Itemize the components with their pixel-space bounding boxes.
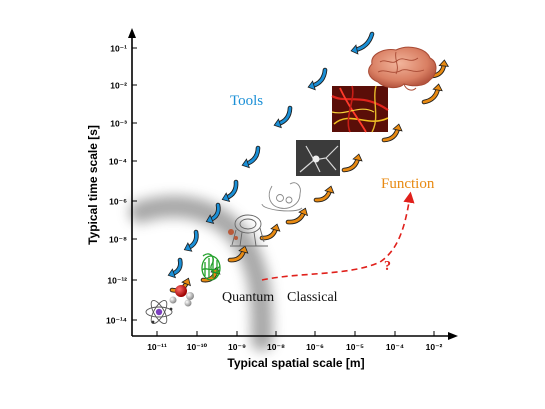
y-tick-label: 10⁻¹² — [107, 276, 127, 286]
x-axis-ticks: 10⁻¹¹ 10⁻¹⁰ 10⁻⁹ 10⁻⁸ 10⁻⁶ 10⁻⁵ 10⁻⁴ 10⁻² — [147, 331, 443, 352]
function-arrows — [169, 59, 450, 293]
function-arrow-icon — [381, 123, 403, 143]
y-axis-label: Typical time scale [s] — [86, 125, 100, 245]
y-tick-label: 10⁻¹⁴ — [106, 316, 127, 326]
y-tick-label: 10⁻⁶ — [109, 197, 127, 207]
quantum-classical-boundary — [129, 195, 273, 351]
tools-arrow-icon — [167, 257, 183, 279]
function-arrow-icon — [285, 207, 309, 225]
y-tick-label: 10⁻⁸ — [109, 235, 127, 245]
x-tick-label: 10⁻⁶ — [306, 342, 324, 352]
question-mark: ? — [384, 259, 391, 274]
function-label: Function — [381, 176, 435, 192]
question-arrow: ? — [261, 191, 415, 281]
axes — [128, 28, 458, 340]
neuron-image — [296, 140, 340, 176]
tools-arrows — [167, 31, 375, 279]
tools-arrow-icon — [205, 202, 221, 224]
synapse-icon — [261, 182, 303, 212]
molecular-machine-icon — [228, 214, 268, 247]
classical-label: Classical — [287, 290, 338, 305]
tools-label: Tools — [230, 93, 263, 109]
tools-arrow-icon — [183, 229, 199, 252]
tools-arrow-icon — [307, 67, 328, 91]
brain-icon — [368, 46, 437, 91]
y-axis-ticks: 10⁻¹ 10⁻² 10⁻³ 10⁻⁴ 10⁻⁶ 10⁻⁸ 10⁻¹² 10⁻¹⁴ — [106, 44, 137, 326]
x-tick-label: 10⁻¹¹ — [147, 342, 167, 352]
x-tick-label: 10⁻⁸ — [267, 342, 285, 352]
y-tick-label: 10⁻³ — [110, 119, 127, 129]
protein-icon — [201, 253, 221, 281]
function-arrow-icon — [421, 83, 443, 105]
tools-arrow-icon — [273, 105, 293, 129]
molecule-icon — [169, 285, 194, 307]
neural-tissue-image — [331, 85, 389, 133]
function-arrow-icon — [341, 153, 363, 173]
function-arrow-icon — [227, 245, 249, 263]
tools-arrow-icon — [221, 179, 239, 203]
y-tick-label: 10⁻¹ — [110, 44, 127, 54]
tools-arrow-icon — [350, 31, 375, 55]
tools-arrow-icon — [241, 145, 261, 169]
atom-icon — [145, 300, 173, 324]
function-arrow-icon — [313, 185, 335, 203]
quantum-label: Quantum — [222, 290, 274, 305]
x-tick-label: 10⁻² — [426, 342, 443, 352]
x-tick-label: 10⁻⁹ — [228, 342, 246, 352]
x-axis-label: Typical spatial scale [m] — [227, 356, 364, 370]
function-arrow-icon — [259, 223, 281, 241]
y-tick-label: 10⁻⁴ — [109, 157, 127, 167]
x-tick-label: 10⁻⁴ — [386, 342, 404, 352]
x-tick-label: 10⁻¹⁰ — [187, 342, 208, 352]
x-tick-label: 10⁻⁵ — [346, 342, 364, 352]
y-tick-label: 10⁻² — [110, 81, 127, 91]
